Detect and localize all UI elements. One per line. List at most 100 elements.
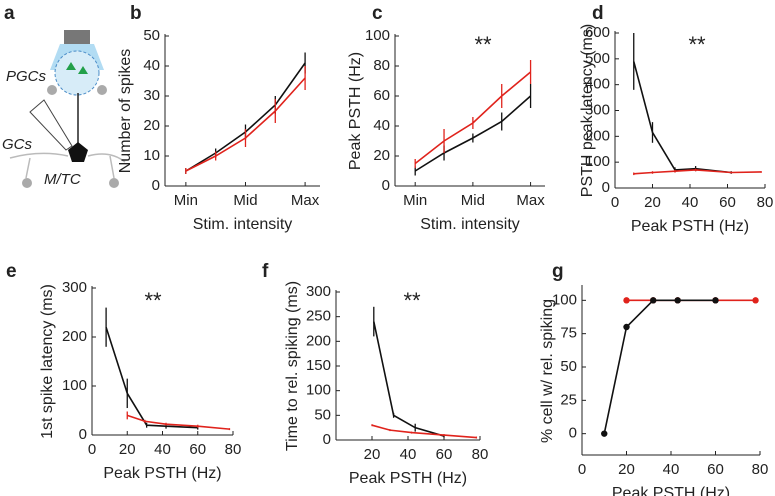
panel-label: b: [130, 3, 142, 24]
x-axis-label: Peak PSTH (Hz): [103, 465, 221, 482]
y-tick-label: 40: [143, 57, 160, 74]
panel-label: g: [552, 261, 564, 282]
panel-label: c: [372, 3, 383, 24]
gc: [109, 178, 119, 188]
y-tick-label: 60: [373, 87, 390, 104]
diagram-label: PGCs: [6, 68, 47, 85]
x-tick-label: 60: [436, 446, 453, 463]
data-line: [371, 424, 477, 439]
y-tick-label: 50: [143, 27, 160, 44]
x-tick-label: 60: [189, 441, 206, 458]
y-axis-label: Time to rel. spiking (ms): [284, 281, 301, 451]
x-tick-label: 20: [644, 194, 661, 211]
y-tick-label: 0: [79, 426, 87, 443]
y-tick-label: 100: [62, 377, 87, 394]
y-tick-label: 100: [306, 382, 331, 399]
y-axis-label: Peak PSTH (Hz): [347, 52, 364, 170]
y-tick-label: 500: [585, 50, 610, 67]
diagram-label: GCs: [2, 136, 33, 153]
cell: [78, 66, 88, 74]
marker: [601, 430, 608, 437]
chart: 0 25 50 75 100 0 20 40 60 80 Peak PSTH (Hz) % cell …: [539, 285, 768, 496]
panel-label: d: [592, 3, 604, 24]
data-line: [632, 61, 732, 174]
y-tick-label: 200: [62, 328, 87, 345]
y-tick-label: 75: [560, 325, 577, 342]
chart: 0 50 100 150 200 250 300 20 40 60 80 Peak PSTH (Hz)…: [284, 281, 488, 487]
x-axis-label: Stim. intensity: [193, 216, 293, 233]
y-tick-label: 25: [560, 391, 577, 408]
data-line: [633, 169, 762, 175]
y-tick-label: 300: [62, 279, 87, 296]
annotation: **: [474, 32, 492, 57]
x-tick-label: Mid: [461, 192, 485, 209]
y-tick-label: 0: [569, 425, 577, 442]
x-axis-label: Peak PSTH (Hz): [349, 470, 467, 487]
x-tick-label: 60: [719, 194, 736, 211]
y-tick-label: 100: [365, 27, 390, 44]
marker: [674, 297, 681, 304]
pipette: [29, 99, 73, 151]
y-tick-label: 0: [602, 179, 610, 196]
glomerulus: [54, 50, 100, 96]
y-tick-label: 100: [585, 153, 610, 170]
marker: [623, 297, 630, 304]
chart: 0 20 40 60 80 100 Min Mid Max Stim. intensity Peak…: [347, 27, 545, 233]
x-axis-label: Stim. intensity: [420, 216, 520, 233]
y-tick-label: 10: [143, 147, 160, 164]
y-tick-label: 300: [585, 101, 610, 118]
y-tick-label: 200: [585, 127, 610, 144]
gc: [22, 178, 32, 188]
y-tick-label: 100: [552, 291, 577, 308]
x-tick-label: 0: [611, 194, 619, 211]
x-tick-label: Min: [174, 192, 198, 209]
panel-label: e: [6, 261, 17, 282]
chart: 0 10 20 30 40 50 Min Mid Max Stim. intensity Numbe…: [117, 27, 320, 233]
x-tick-label: Max: [516, 192, 545, 209]
marker: [623, 323, 630, 331]
y-tick-label: 600: [585, 24, 610, 41]
x-tick-label: 40: [682, 194, 699, 211]
x-tick-label: 80: [757, 194, 774, 211]
y-tick-label: 40: [373, 117, 390, 134]
diagram: PGCs GCs M/TC: [2, 30, 126, 188]
mitral-cell: [68, 142, 88, 162]
data-line: [105, 326, 198, 429]
objective: [64, 30, 90, 44]
panel-label: a: [4, 3, 15, 24]
y-tick-label: 30: [143, 87, 160, 104]
x-tick-label: Mid: [233, 192, 257, 209]
data-line: [603, 299, 716, 434]
y-tick-label: 0: [382, 177, 390, 194]
marker: [650, 297, 657, 304]
data-line: [373, 321, 445, 437]
annotation: **: [403, 288, 421, 313]
y-tick-label: 400: [585, 76, 610, 93]
x-tick-label: 40: [154, 441, 171, 458]
y-tick-label: 20: [373, 147, 390, 164]
marker: [752, 297, 759, 304]
x-tick-label: 40: [400, 446, 417, 463]
x-tick-label: Min: [403, 192, 427, 209]
y-tick-label: 200: [306, 332, 331, 349]
y-tick-label: 250: [306, 308, 331, 325]
y-axis-label: 1st spike latency (ms): [39, 284, 56, 439]
x-axis-label: Peak PSTH (Hz): [631, 218, 749, 235]
panel-label: f: [262, 261, 269, 282]
x-tick-label: Max: [291, 192, 320, 209]
cell: [66, 62, 76, 70]
x-tick-label: 60: [707, 461, 724, 478]
x-tick-label: 0: [578, 461, 586, 478]
y-axis-label: PSTH peak latency (ms): [579, 24, 596, 197]
x-tick-label: 0: [88, 441, 96, 458]
data-line: [185, 62, 306, 172]
marker: [712, 297, 719, 304]
y-tick-label: 0: [152, 177, 160, 194]
x-tick-label: 20: [119, 441, 136, 458]
y-tick-label: 300: [306, 283, 331, 300]
pgc: [97, 85, 107, 95]
y-axis-label: Number of spikes: [117, 49, 134, 174]
x-axis-label: Peak PSTH (Hz): [612, 485, 730, 496]
